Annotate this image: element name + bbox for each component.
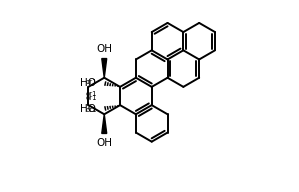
- Text: OH: OH: [96, 44, 112, 54]
- Text: OH: OH: [96, 138, 112, 148]
- Text: or1: or1: [86, 95, 97, 101]
- Polygon shape: [102, 114, 107, 133]
- Text: HO: HO: [80, 104, 96, 114]
- Polygon shape: [102, 59, 107, 78]
- Text: or1: or1: [86, 79, 97, 85]
- Text: or1: or1: [86, 91, 97, 97]
- Text: HO: HO: [80, 78, 96, 88]
- Text: or1: or1: [86, 107, 97, 113]
